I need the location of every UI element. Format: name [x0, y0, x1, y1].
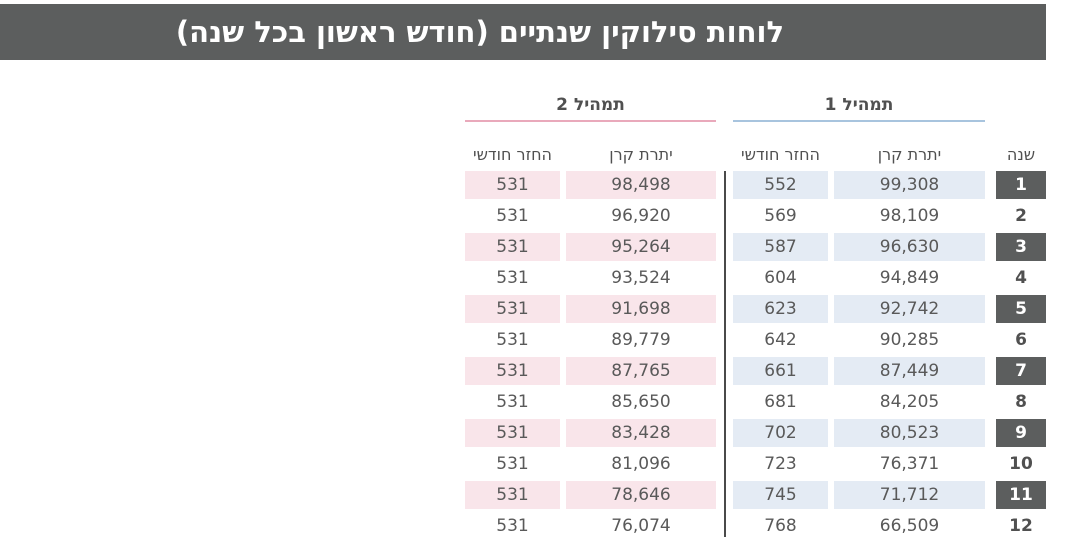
mix-1-payment-cell: 642 [764, 330, 797, 350]
year-cell: 5 [996, 295, 1046, 323]
mix-2-balance-cell: 85,650 [611, 392, 671, 412]
mix-2-payment-header: החזר חודשי [472, 145, 553, 164]
mix-2-payment-cell: 531 [465, 295, 560, 323]
mix-2-payment-cell: 531 [496, 206, 529, 226]
mix-1-payment-header: החזר חודשי [740, 145, 821, 164]
year-column-header: שנה [1006, 145, 1036, 164]
mix-2-balance-cell: 81,096 [611, 454, 671, 474]
mix-2-balance-cell: 91,698 [566, 295, 716, 323]
mix-2-payment-cell: 531 [465, 357, 560, 385]
mix-1-balance-cell: 96,630 [834, 233, 985, 261]
mix-1-payment-cell: 723 [764, 454, 797, 474]
mix-2-balance-cell: 93,524 [611, 268, 671, 288]
mix-2-payment-cell: 531 [496, 330, 529, 350]
year-cell: 11 [996, 481, 1046, 509]
mix-2-balance-cell: 98,498 [566, 171, 716, 199]
mix-2-payment-cell: 531 [465, 233, 560, 261]
mix-2-payment-cell: 531 [496, 454, 529, 474]
year-cell: 1 [996, 171, 1046, 199]
mix-1-balance-cell: 90,285 [879, 330, 940, 350]
mix-1-balance-cell: 94,849 [879, 268, 940, 288]
mix-2-payment-cell: 531 [496, 392, 529, 412]
mix-2-payment-cell: 531 [496, 268, 529, 288]
mix-2-payment-cell: 531 [465, 481, 560, 509]
mix-1-payment-cell: 745 [733, 481, 828, 509]
page-title: לוחות סילוקין שנתיים (חודש ראשון בכל שנה… [175, 15, 784, 49]
mix-1-balance-cell: 76,371 [879, 454, 940, 474]
mix-1-balance-cell: 98,109 [879, 206, 940, 226]
year-cell: 4 [1015, 268, 1027, 288]
mix-2-header: תמהיל 2 [465, 92, 716, 122]
mix-1-balance-cell: 87,449 [834, 357, 985, 385]
mix-1-header: תמהיל 1 [733, 92, 985, 122]
mix-2-balance-cell: 76,074 [611, 516, 671, 536]
mix-2-balance-cell: 78,646 [566, 481, 716, 509]
mix-1-payment-cell: 768 [764, 516, 797, 536]
mix-1-payment-cell: 587 [733, 233, 828, 261]
mix-2-balance-cell: 96,920 [611, 206, 671, 226]
mix-1-payment-cell: 681 [764, 392, 797, 412]
year-cell: 9 [996, 419, 1046, 447]
mix-1-balance-cell: 80,523 [834, 419, 985, 447]
mix-1-balance-header: יתרת קרן [877, 145, 942, 164]
mix-2-payment-cell: 531 [465, 419, 560, 447]
mix-1-payment-cell: 569 [764, 206, 797, 226]
mix-1-balance-cell: 66,509 [879, 516, 940, 536]
mix-1-payment-cell: 661 [733, 357, 828, 385]
year-cell: 6 [1015, 330, 1027, 350]
mix-1-balance-cell: 84,205 [879, 392, 940, 412]
year-cell: 7 [996, 357, 1046, 385]
mix-2-balance-cell: 87,765 [566, 357, 716, 385]
mix-1-balance-cell: 99,308 [834, 171, 985, 199]
mix-1-payment-cell: 552 [733, 171, 828, 199]
mix-1-payment-cell: 623 [733, 295, 828, 323]
mix-2-balance-cell: 89,779 [611, 330, 671, 350]
mix-2-payment-cell: 531 [496, 516, 529, 536]
year-cell: 10 [1009, 454, 1033, 474]
year-cell: 2 [1015, 206, 1027, 226]
year-cell: 8 [1015, 392, 1027, 412]
mix-2-balance-cell: 83,428 [566, 419, 716, 447]
mix-1-balance-cell: 71,712 [834, 481, 985, 509]
mix-1-payment-cell: 702 [733, 419, 828, 447]
year-cell: 12 [1009, 516, 1033, 536]
mix-2-balance-cell: 95,264 [566, 233, 716, 261]
year-cell: 3 [996, 233, 1046, 261]
mix-1-balance-cell: 92,742 [834, 295, 985, 323]
mix-1-payment-cell: 604 [764, 268, 797, 288]
mix-2-balance-header: יתרת קרן [609, 145, 673, 164]
mix-divider [724, 171, 726, 537]
mix-2-payment-cell: 531 [465, 171, 560, 199]
page-title-bar: לוחות סילוקין שנתיים (חודש ראשון בכל שנה… [0, 4, 1046, 60]
